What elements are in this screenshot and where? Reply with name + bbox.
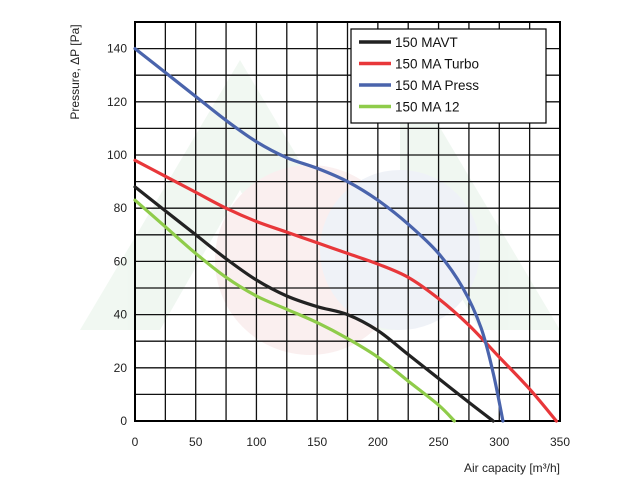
y-tick-label: 120 bbox=[107, 95, 127, 109]
x-tick-label: 50 bbox=[189, 435, 203, 449]
x-tick-label: 100 bbox=[246, 435, 266, 449]
x-axis-label: Air capacity [m³/h] bbox=[464, 461, 560, 475]
y-tick-label: 20 bbox=[114, 361, 128, 375]
legend-label-1: 150 MAVT bbox=[395, 35, 458, 50]
x-tick-label: 150 bbox=[307, 435, 327, 449]
legend-label-2: 150 MA Turbo bbox=[395, 57, 479, 72]
y-axis-ticks: 0 20 40 60 80 100 120 140 bbox=[107, 42, 127, 428]
y-tick-label: 140 bbox=[107, 42, 127, 56]
series-line-4 bbox=[133, 198, 456, 423]
x-tick-label: 350 bbox=[550, 435, 570, 449]
y-tick-label: 0 bbox=[120, 414, 127, 428]
series-line-2 bbox=[133, 158, 558, 423]
series-line-1 bbox=[133, 185, 495, 423]
x-axis-ticks: 0 50 100 150 200 250 300 350 bbox=[132, 435, 571, 449]
y-tick-label: 60 bbox=[114, 254, 128, 268]
y-tick-label: 40 bbox=[114, 308, 128, 322]
plot-area-frame bbox=[134, 21, 561, 422]
x-tick-label: 0 bbox=[132, 435, 139, 449]
x-tick-label: 200 bbox=[368, 435, 388, 449]
chart-legend: 150 MAVT 150 MA Turbo 150 MA Press 150 MA 1… bbox=[350, 28, 547, 124]
series-line-3 bbox=[133, 47, 505, 423]
legend-label-4: 150 MA 12 bbox=[395, 100, 460, 115]
x-tick-label: 300 bbox=[489, 435, 509, 449]
y-tick-label: 80 bbox=[114, 201, 128, 215]
x-tick-label: 250 bbox=[429, 435, 449, 449]
legend-label-3: 150 MA Press bbox=[395, 78, 479, 93]
y-tick-label: 100 bbox=[107, 148, 127, 162]
series-layer bbox=[133, 47, 558, 423]
background-watermark bbox=[80, 60, 560, 355]
y-axis-label: Pressure, ΔP [Pa] bbox=[68, 24, 82, 119]
